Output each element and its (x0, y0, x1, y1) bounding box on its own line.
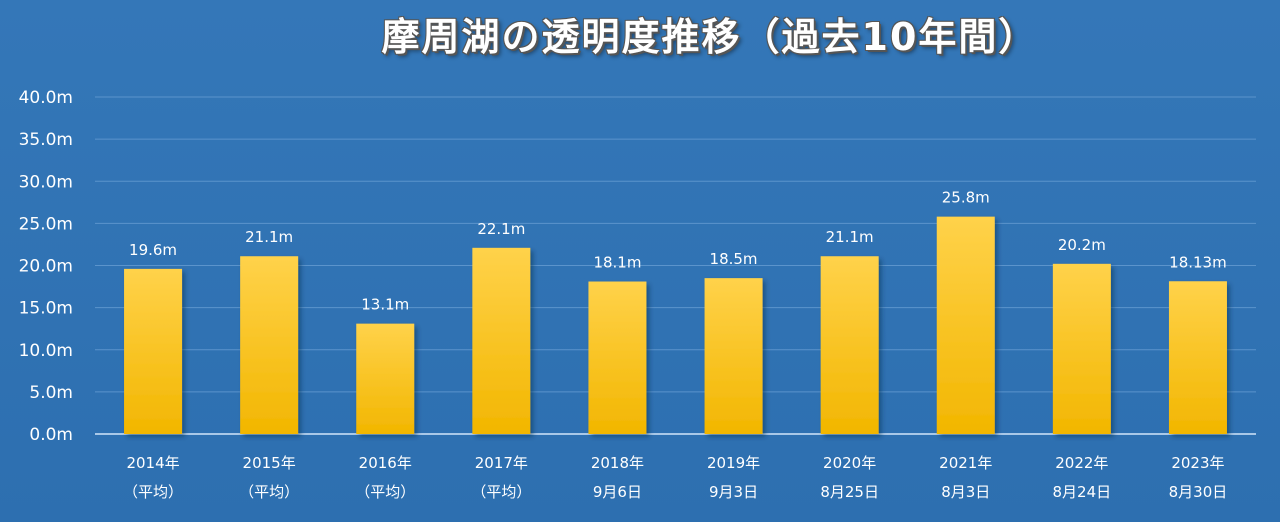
x-tick-label: 2019年 (707, 454, 760, 472)
x-tick-label: 8月25日 (820, 483, 879, 501)
data-label: 18.1m (593, 254, 641, 272)
data-labels: 19.6m 21.1m 13.1m 22.1m 18.1m 18.5m 21.1m 25.8m… (129, 189, 1227, 314)
bar (588, 281, 647, 434)
data-label: 22.1m (477, 220, 525, 238)
data-label: 18.5m (710, 250, 758, 268)
y-tick-label: 40.0m (19, 88, 73, 108)
y-tick-label: 15.0m (19, 299, 73, 319)
data-label: 13.1m (361, 296, 409, 314)
bar (820, 256, 879, 434)
x-tick-label: 2014年 (126, 454, 179, 472)
bar (124, 268, 183, 434)
x-tick-label: 9月3日 (709, 483, 758, 501)
bar (1168, 281, 1227, 434)
y-tick-label: 5.0m (29, 383, 73, 403)
chart-title: 摩周湖の透明度推移（過去10年間） (381, 15, 1039, 59)
data-label: 19.6m (129, 241, 177, 259)
data-label: 18.13m (1169, 253, 1227, 271)
y-axis: 0.0m 5.0m 10.0m 15.0m 20.0m 25.0m 30.0m 35.0m 40… (19, 88, 73, 445)
data-label: 25.8m (942, 189, 990, 207)
y-tick-label: 20.0m (19, 257, 73, 277)
x-tick-label: 8月24日 (1053, 483, 1112, 501)
x-tick-label: （平均） (123, 483, 183, 501)
y-tick-label: 10.0m (19, 341, 73, 361)
x-tick-label: 2022年 (1055, 454, 1108, 472)
x-tick-label: （平均） (471, 483, 531, 501)
data-label: 21.1m (826, 228, 874, 246)
x-tick-label: 2021年 (939, 454, 992, 472)
x-tick-label: 2023年 (1171, 454, 1224, 472)
x-tick-label: 2017年 (475, 454, 528, 472)
x-tick-label: （平均） (239, 483, 299, 501)
x-tick-label: 2016年 (359, 454, 412, 472)
bar (356, 323, 415, 434)
bars (124, 216, 1227, 434)
bar (1052, 263, 1111, 434)
y-tick-label: 35.0m (19, 130, 73, 150)
x-tick-label: 2015年 (243, 454, 296, 472)
x-tick-label: （平均） (355, 483, 415, 501)
y-tick-label: 30.0m (19, 172, 73, 192)
bar (936, 216, 995, 434)
y-tick-label: 25.0m (19, 214, 73, 234)
bar (240, 256, 299, 434)
bar (472, 247, 531, 434)
x-tick-label: 2018年 (591, 454, 644, 472)
x-tick-label: 8月30日 (1169, 483, 1228, 501)
x-axis: 2014年 （平均） 2015年 （平均） 2016年 （平均） 2017年 （平均） 2018… (123, 454, 1227, 501)
bar (704, 278, 763, 434)
data-label: 20.2m (1058, 236, 1106, 254)
data-label: 21.1m (245, 228, 293, 246)
x-tick-label: 8月3日 (941, 483, 990, 501)
x-tick-label: 9月6日 (593, 483, 642, 501)
y-tick-label: 0.0m (29, 425, 73, 445)
x-tick-label: 2020年 (823, 454, 876, 472)
